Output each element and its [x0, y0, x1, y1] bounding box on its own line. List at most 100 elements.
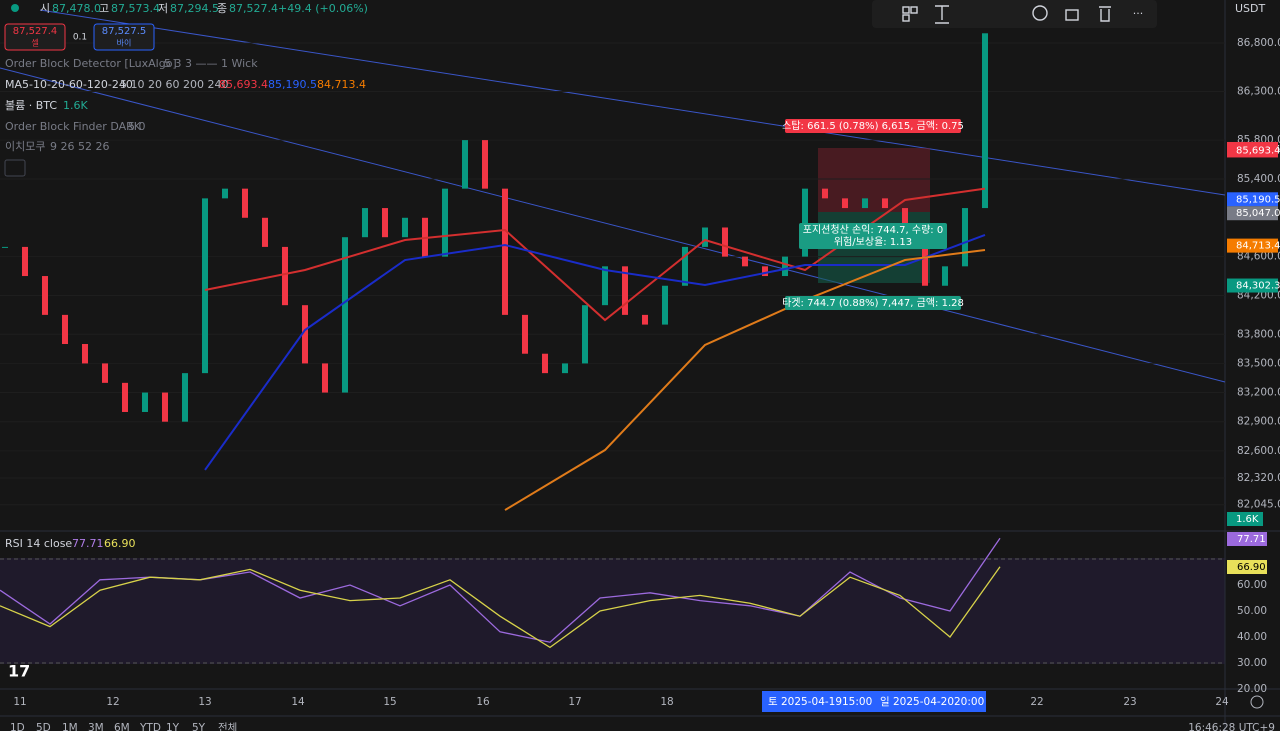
legend-high: 87,573.4: [111, 2, 160, 15]
candle: [242, 188, 248, 218]
indicator-name[interactable]: 볼륨 · BTC: [5, 99, 57, 112]
rsi-title: RSI 14 close: [5, 537, 72, 550]
buy-price[interactable]: 87,527.5: [102, 26, 147, 37]
price-tick-label: 85,400.0: [1237, 173, 1280, 185]
price-tick-label: 83,500.0: [1237, 357, 1280, 369]
indicator-params: 9 26 52 26: [50, 140, 109, 153]
indicator-name[interactable]: 이치모쿠: [5, 140, 45, 153]
legend-high-label: 고: [99, 2, 109, 15]
price-tick-label: 86,300.0: [1237, 86, 1280, 98]
more-button[interactable]: ···: [1133, 7, 1144, 20]
buy-button[interactable]: [93, 23, 155, 51]
candle: [342, 237, 348, 393]
buy-label[interactable]: 바이: [117, 38, 132, 48]
currency[interactable]: USDT: [1235, 2, 1266, 15]
position-label-bg: [785, 119, 961, 133]
candle: [722, 227, 728, 257]
range-button[interactable]: 6M: [114, 722, 130, 731]
clock: 16:46:28 UTC+9: [1188, 722, 1275, 731]
candle: [162, 392, 168, 422]
candle: [2, 246, 8, 248]
time-tick-label: 16: [476, 696, 490, 708]
candle: [642, 314, 648, 325]
candle: [282, 246, 288, 306]
sell-label[interactable]: 셀: [31, 38, 38, 48]
rsi-ma: 66.90: [104, 537, 136, 550]
price-label-bg: [1227, 278, 1278, 293]
lock-tool[interactable]: [1065, 9, 1079, 21]
candle: [662, 285, 668, 325]
candle: [962, 208, 968, 267]
candle: [442, 188, 448, 257]
price-tick-label: 82,900.0: [1237, 416, 1280, 428]
indicator-params: 5 0: [128, 120, 146, 133]
indicator-name[interactable]: MA5-10-20-60-120-240: [5, 78, 133, 91]
indicator-params: 5 10 20 60 200 240: [120, 78, 228, 91]
rsi-tick-label: 30.00: [1237, 657, 1267, 669]
legend-low: 87,294.5: [170, 2, 219, 15]
settings-button[interactable]: [1250, 695, 1264, 709]
price-tick-label: 82,320.0: [1237, 472, 1280, 484]
legend-change: +49.4 (+0.06%): [278, 2, 368, 15]
time-tick-label: 22: [1030, 696, 1043, 708]
indicator-name[interactable]: Order Block Finder DARK: [5, 120, 142, 133]
crosshair-start-time: 15:00: [842, 696, 872, 708]
candle: [882, 198, 888, 209]
indicator-name[interactable]: Order Block Detector [LuxAlgo]: [5, 57, 177, 70]
time-tick-label: 17: [568, 696, 581, 708]
price-label: 85,047.0: [1236, 208, 1280, 219]
candle: [542, 353, 548, 374]
time-tick-label: 12: [106, 696, 119, 708]
candle: [382, 208, 388, 238]
drawing-toolbar: [872, 0, 1157, 28]
candle: [222, 188, 228, 199]
collapse-button[interactable]: [4, 159, 26, 177]
text-tool[interactable]: [935, 5, 949, 24]
sell-price[interactable]: 87,527.4: [13, 26, 58, 37]
candle: [302, 305, 308, 364]
candle: [982, 33, 988, 209]
legend-open-label: 시: [40, 2, 50, 15]
delete-tool[interactable]: [1099, 6, 1111, 22]
candle: [602, 266, 608, 306]
range-button[interactable]: YTD: [139, 722, 161, 731]
sell-button[interactable]: [4, 23, 66, 51]
rsi-tick-label: 50.00: [1237, 605, 1267, 617]
rsi-tick-label: 60.00: [1237, 579, 1267, 591]
time-tick-label: 18: [660, 696, 673, 708]
range-button[interactable]: 전체: [218, 722, 237, 731]
crosshair-end-time: 20:00: [954, 696, 984, 708]
rsi-value-tag: 77.71: [1237, 534, 1266, 545]
time-tick-label: 14: [291, 696, 305, 708]
candle: [742, 256, 748, 267]
range-button[interactable]: 1Y: [166, 722, 180, 731]
range-button[interactable]: 5D: [36, 722, 51, 731]
time-tick-label: 24: [1215, 696, 1229, 708]
tool-icon[interactable]: [902, 6, 910, 14]
ma-value: 85,190.5: [268, 78, 317, 91]
price-label: 84,302.3: [1236, 281, 1280, 292]
price-tick-label: 83,800.0: [1237, 328, 1280, 340]
candle: [902, 208, 908, 238]
price-tick-label: 84,600.0: [1237, 251, 1280, 263]
range-button[interactable]: 3M: [88, 722, 104, 731]
volume-label: 1.6K: [1236, 514, 1259, 525]
price-label-bg: [1227, 143, 1278, 158]
candle: [822, 188, 828, 199]
rsi-value-bg: [1227, 532, 1267, 546]
range-button[interactable]: 1M: [62, 722, 78, 731]
candle: [102, 363, 108, 383]
indicator-params: 1.6K: [63, 99, 88, 112]
range-button[interactable]: 1D: [10, 722, 25, 731]
candle: [462, 140, 468, 189]
legend-open: 87,478.0: [52, 2, 101, 15]
ratio-label: 위험/보상율: 1.13: [834, 235, 912, 248]
settings-tool[interactable]: [1032, 5, 1048, 21]
candle: [122, 382, 128, 412]
rsi-tick-label: 20.00: [1237, 683, 1267, 695]
price-tick-label: 83,200.0: [1237, 387, 1280, 399]
candle: [82, 344, 88, 364]
candle: [502, 188, 508, 315]
candle: [782, 256, 788, 277]
range-button[interactable]: 5Y: [192, 722, 206, 731]
